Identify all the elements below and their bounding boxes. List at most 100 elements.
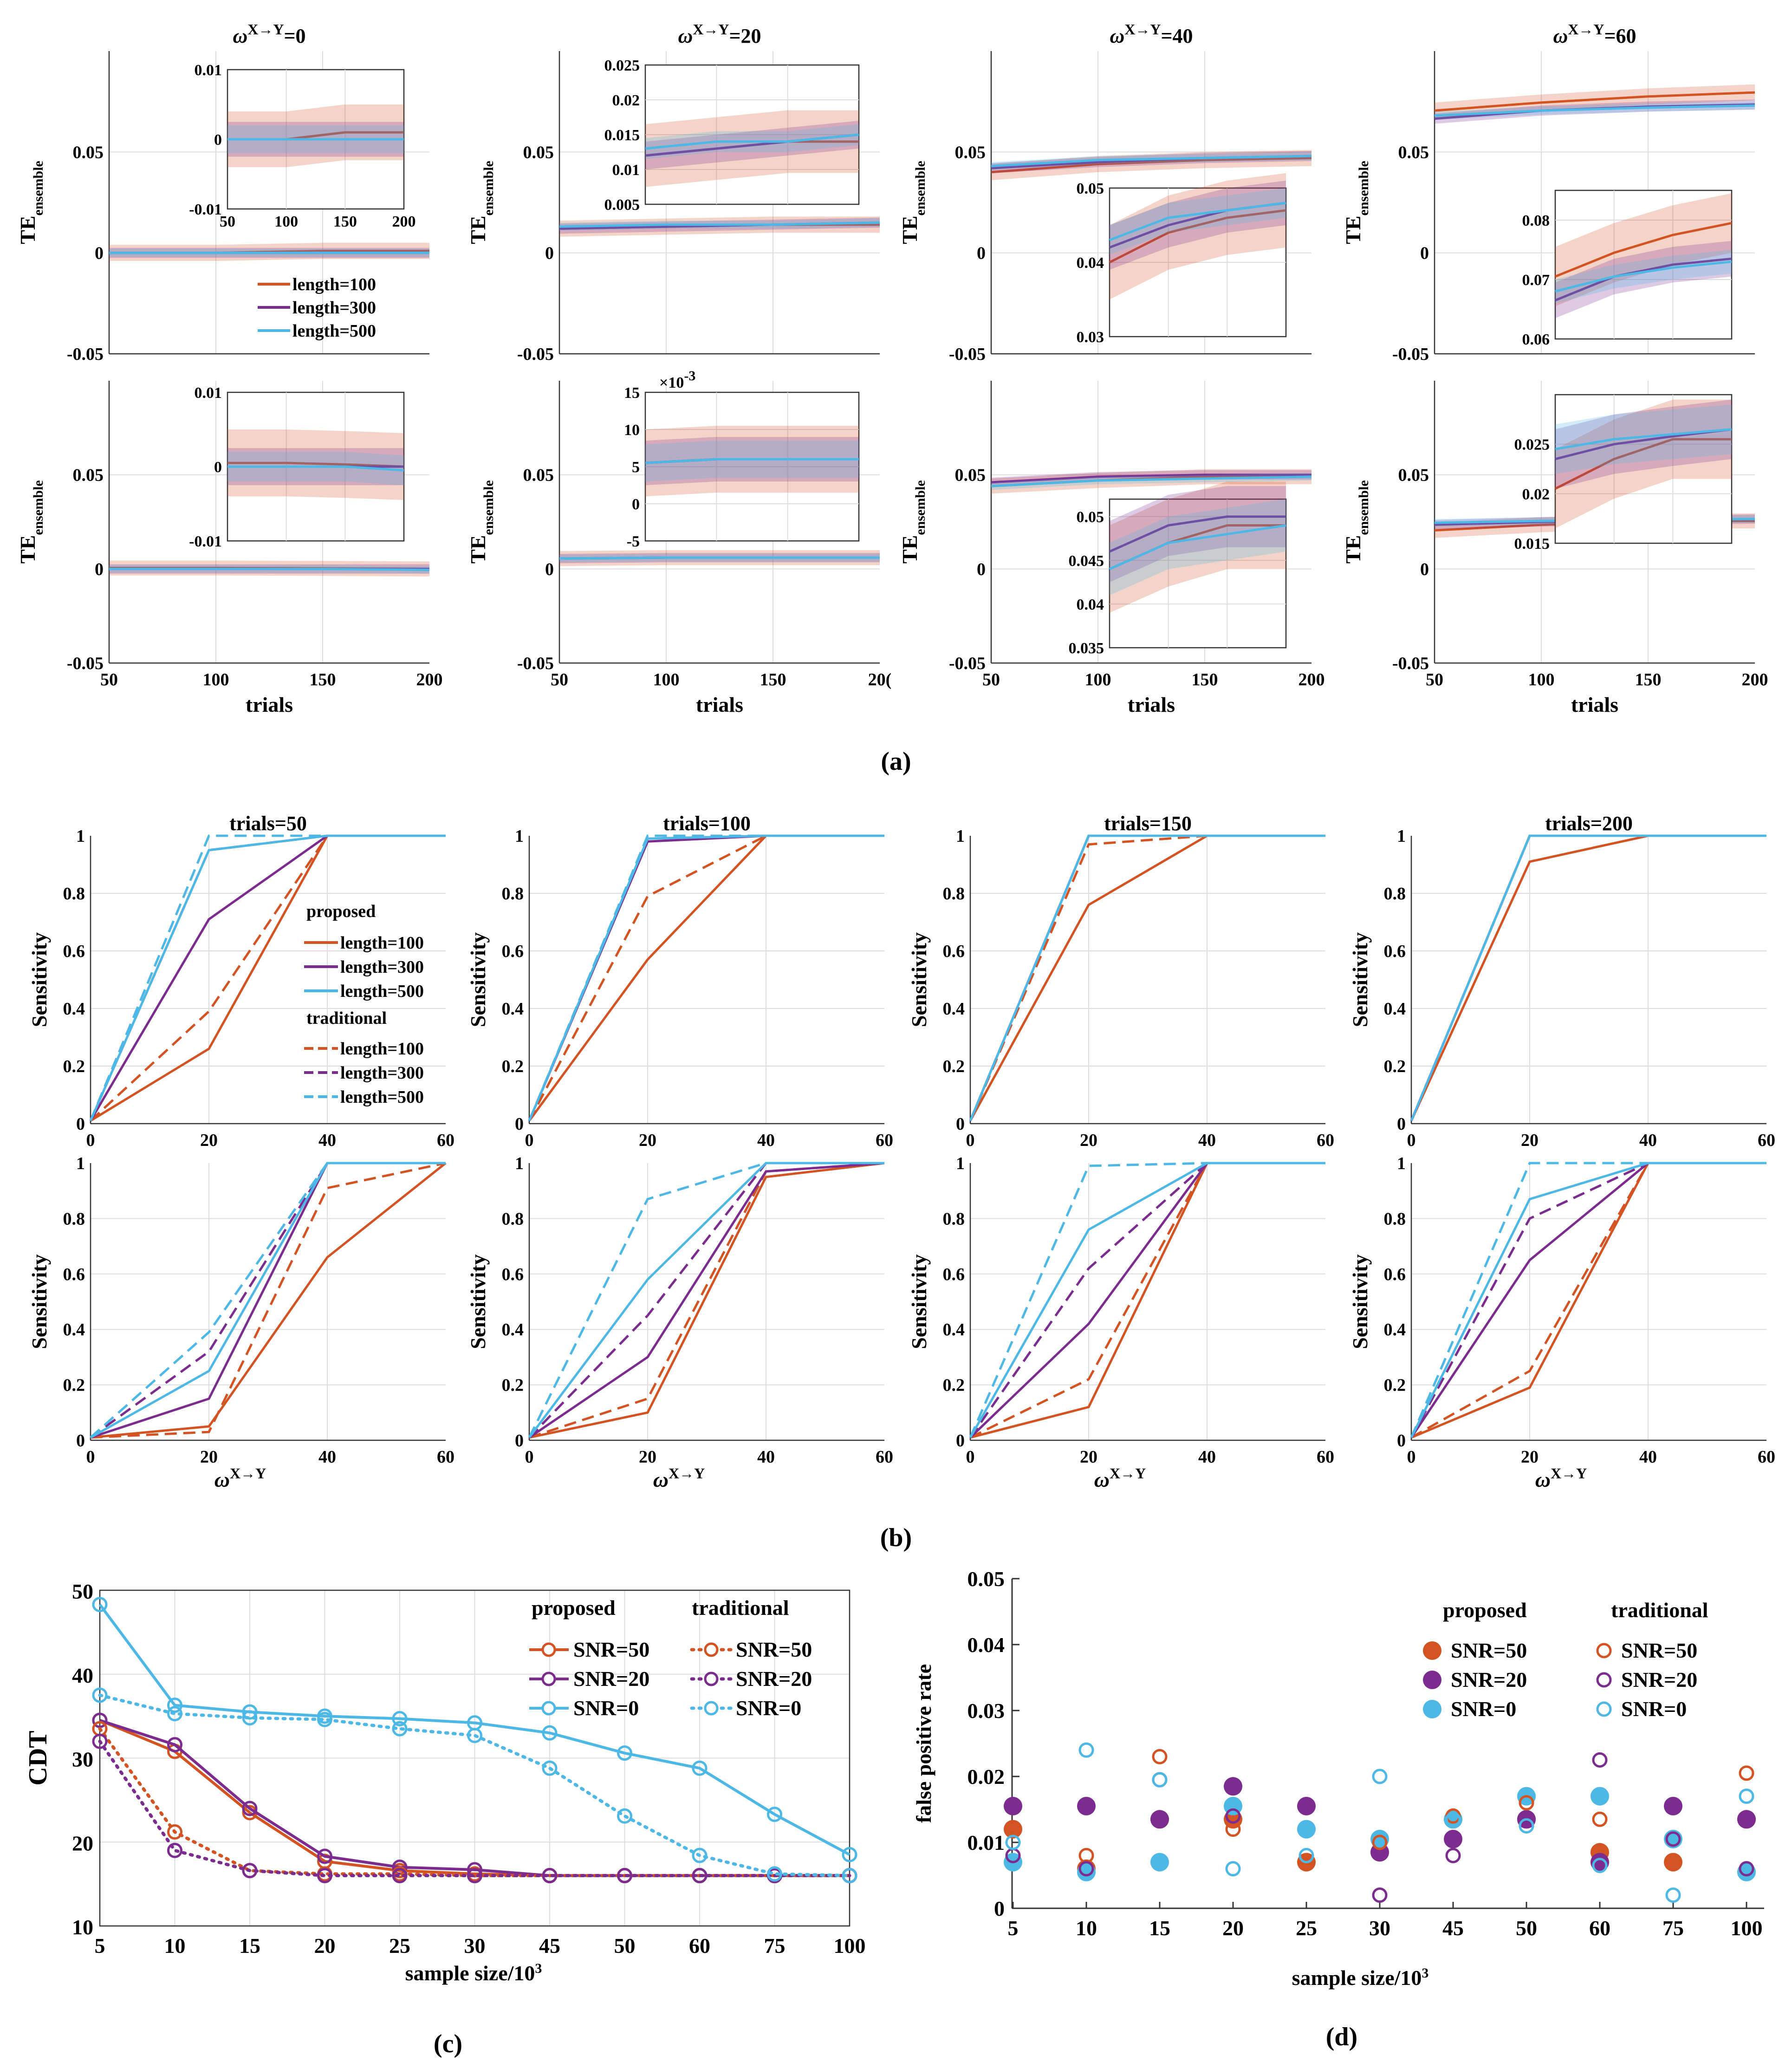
- y-tick-label: 0: [956, 1431, 965, 1451]
- fpr-point-open: [1225, 1861, 1241, 1877]
- inset-band-length=100: [645, 426, 859, 496]
- y-tick-label: -0.05: [67, 345, 104, 364]
- y-axis-label: Sensitivity: [466, 1254, 490, 1349]
- proposed-line-length=100: [529, 1162, 885, 1439]
- series-line-length=500: [559, 556, 880, 560]
- title-sup: X→Y: [1568, 21, 1604, 38]
- legend-title-proposed: proposed: [1443, 1598, 1527, 1622]
- y-tick-label: -0.05: [1392, 654, 1429, 673]
- y-tick-label: 0: [1420, 559, 1429, 579]
- x-tick-label: 75: [764, 1934, 786, 1958]
- x-tick-label: 0: [525, 1447, 534, 1467]
- fpr-point-filled: [1591, 1853, 1609, 1872]
- inset-band-length=500: [1555, 404, 1732, 474]
- series-line-length=300: [991, 474, 1312, 484]
- x-label-sup: X→Y: [669, 1465, 705, 1482]
- sensitivity-subplot-r1-c1: 0 0.2 0.4 0.6 0.8 1 0 20 40 60 Sensitivity ωX→Y: [466, 1154, 893, 1491]
- y-tick-label: -0.05: [949, 654, 986, 673]
- x-tick-label: 15: [1149, 1916, 1170, 1940]
- y-tick-label: 1: [76, 826, 85, 846]
- y-axis-label: Sensitivity: [1348, 1254, 1372, 1349]
- y-label-base: TE: [466, 215, 490, 244]
- subplot-title: trials=150: [1104, 812, 1192, 835]
- x-tick-label: 0: [86, 1131, 95, 1150]
- fpr-point-open: [1299, 1854, 1314, 1870]
- x-axis-label-sup: 3: [535, 1961, 542, 1976]
- traditional-line-length=100: [969, 1162, 1325, 1439]
- x-tick-label: 100: [203, 670, 229, 690]
- y-label-base: TE: [1341, 215, 1365, 244]
- inset-band-length=100: [1555, 193, 1732, 306]
- fpr-point-filled: [1444, 1829, 1462, 1848]
- y-tick-label: 1: [515, 1154, 524, 1173]
- x-tick-label: 20: [200, 1447, 218, 1467]
- legend-label-proposed-length=500: length=500: [340, 982, 424, 1001]
- cdt-marker: [617, 1868, 632, 1884]
- x-axis-label: ωX→Y: [1535, 1465, 1587, 1491]
- cdt-marker: [542, 1725, 558, 1741]
- x-tick-label: 0: [966, 1447, 975, 1467]
- proposed-line-length=500: [1410, 1162, 1766, 1438]
- inset-y-tick: 0: [214, 459, 222, 476]
- title-omega: ω: [1553, 25, 1568, 47]
- inset-y-tick: 0.025: [604, 57, 640, 74]
- y-tick-label: 0.4: [1384, 999, 1406, 1019]
- x-label-omega: ω: [653, 1468, 669, 1491]
- x-tick-label: 60: [437, 1131, 454, 1150]
- x-tick-label: 0: [1407, 1131, 1416, 1150]
- y-tick-label: 0.2: [1384, 1376, 1406, 1395]
- legend-title-proposed: proposed: [306, 902, 376, 921]
- inset-band-length=500: [1555, 250, 1732, 304]
- inset-plot: 0.015 0.02 0.025: [1514, 394, 1733, 553]
- te-subplot-r1-c3: -0.05 0 0.05 50 100 150 200 trials TEensemble 0.0…: [1341, 381, 1768, 716]
- y-tick-label: 0.6: [943, 1265, 965, 1284]
- sensitivity-subplot-r1-c0: 0 0.2 0.4 0.6 0.8 1 0 20 40 60 Sensitivity ωX→Y: [27, 1154, 454, 1491]
- cdt-marker: [392, 1721, 408, 1737]
- x-tick-label: 75: [1662, 1916, 1684, 1940]
- x-tick-label: 150: [310, 670, 336, 690]
- subplot-title: trials=100: [663, 812, 751, 835]
- cdt-line-traditional-SNR-20: [98, 1739, 851, 1878]
- y-label-sub: ensemble: [913, 480, 928, 535]
- y-label-base: TE: [16, 215, 39, 244]
- cdt-marker: [692, 1868, 708, 1884]
- inset-band-length=300: [1110, 486, 1286, 582]
- series-line-length=500: [991, 475, 1312, 488]
- x-tick-label: 200: [416, 670, 443, 690]
- y-tick-label: -0.05: [517, 654, 554, 673]
- y-tick-label: 0.8: [502, 884, 524, 904]
- x-tick-label: 60: [1589, 1916, 1610, 1940]
- inset-y-tick: 0.08: [1522, 212, 1550, 229]
- fpr-point-filled: [1077, 1796, 1096, 1815]
- fpr-point-open: [1739, 1789, 1754, 1804]
- title-omega: ω: [1110, 25, 1124, 47]
- panel-label-d: (d): [1326, 2023, 1357, 2051]
- inset-band-length=300: [1110, 181, 1286, 270]
- legend-label-traditional: SNR=20: [1621, 1668, 1697, 1691]
- cdt-marker: [242, 1863, 258, 1879]
- x-tick-label: 60: [1317, 1447, 1334, 1467]
- cdt-marker: [617, 1745, 632, 1761]
- inset-plot: 0.06 0.07 0.08: [1522, 189, 1733, 348]
- y-tick-label: 0: [545, 559, 554, 579]
- traditional-line-length=100: [1410, 834, 1766, 1121]
- inset-line-length=500: [645, 133, 859, 150]
- fpr-point-open: [1005, 1834, 1021, 1850]
- sensitivity-subplot-r0-c2: 0 0.2 0.4 0.6 0.8 1 0 20 40 60 Sensitivity trials=1…: [907, 812, 1334, 1150]
- fpr-point-filled: [1664, 1853, 1682, 1872]
- fpr-point-open: [1372, 1887, 1388, 1903]
- x-tick-label: 100: [1731, 1916, 1763, 1940]
- y-tick-label: 0.4: [63, 1320, 85, 1340]
- y-tick-label: -0.05: [517, 345, 554, 364]
- x-tick-label: 40: [1639, 1447, 1657, 1467]
- y-tick-label: 0.4: [943, 999, 965, 1019]
- legend-label-traditional: SNR=20: [736, 1667, 812, 1691]
- y-tick-label: 0.4: [502, 999, 524, 1019]
- cdt-marker: [92, 1733, 108, 1749]
- x-tick-label: 60: [1758, 1131, 1775, 1150]
- proposed-line-length=300: [1410, 1162, 1766, 1438]
- traditional-line-length=500: [528, 1162, 884, 1438]
- traditional-line-length=100: [528, 834, 884, 1121]
- inset-band-length=100: [1555, 399, 1732, 528]
- y-label-base: TE: [898, 215, 922, 244]
